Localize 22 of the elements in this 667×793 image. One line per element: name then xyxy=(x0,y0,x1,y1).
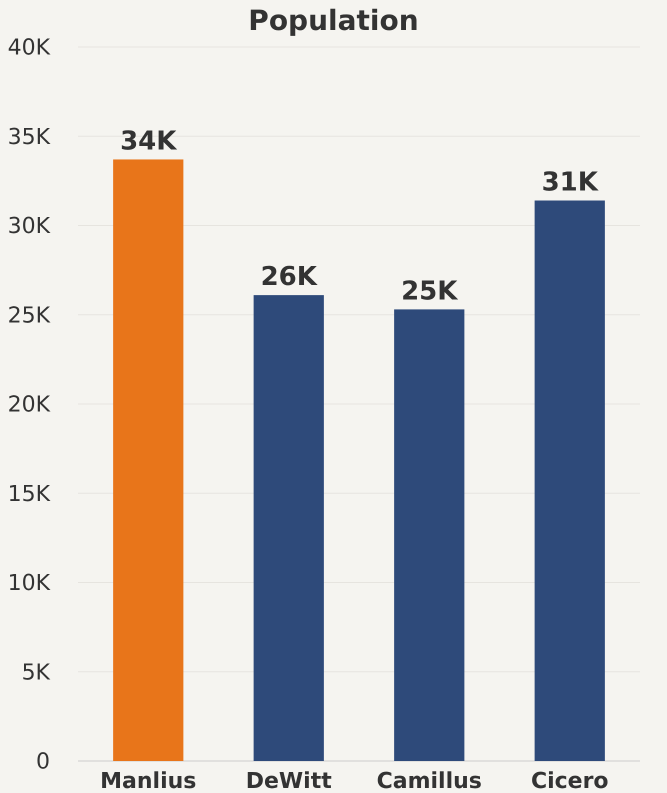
y-tick-label: 35K xyxy=(8,124,51,150)
bar xyxy=(394,309,464,761)
bar xyxy=(113,159,184,761)
x-tick-label: Manlius xyxy=(100,769,196,793)
chart-title: Population xyxy=(248,4,419,37)
y-tick-label: 20K xyxy=(8,392,51,418)
data-label: 26K xyxy=(260,262,318,292)
y-tick-label: 5K xyxy=(22,660,51,686)
x-tick-label: DeWitt xyxy=(246,769,332,793)
data-label: 31K xyxy=(542,168,599,198)
data-label: 25K xyxy=(401,276,458,306)
y-tick-label: 15K xyxy=(8,482,51,507)
y-tick-label: 10K xyxy=(8,571,51,596)
bar xyxy=(534,200,605,761)
bar xyxy=(254,295,324,761)
data-label: 34K xyxy=(120,126,178,156)
x-tick-label: Camillus xyxy=(376,769,482,793)
y-tick-label: 25K xyxy=(8,303,51,328)
y-tick-label: 30K xyxy=(8,214,51,240)
y-tick-label: 40K xyxy=(8,36,51,61)
x-tick-label: Cicero xyxy=(530,769,609,793)
y-tick-label: 0 xyxy=(36,750,50,775)
